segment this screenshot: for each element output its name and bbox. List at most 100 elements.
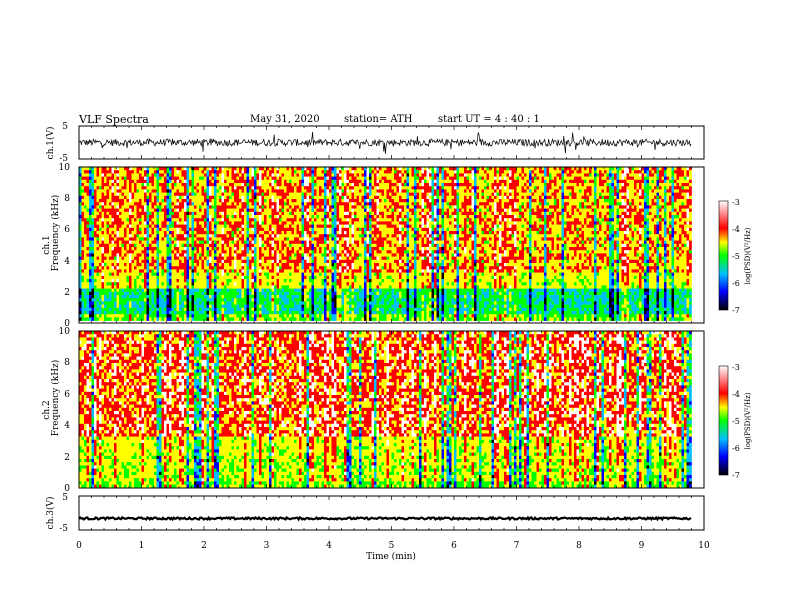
spectrogram-cell [264, 221, 267, 225]
spectrogram-cell [114, 209, 117, 213]
spectrogram-cell [617, 173, 620, 177]
spectrogram-cell [422, 209, 425, 213]
spectrogram-cell [664, 205, 667, 209]
spectrogram-cell [609, 193, 612, 197]
spectrogram-cell [312, 221, 315, 225]
spectrogram-cell [92, 228, 95, 232]
spectrogram-cell [282, 196, 285, 200]
spectrogram-cell [212, 202, 215, 206]
spectrogram-cell [647, 173, 650, 177]
spectrogram-cell [627, 225, 630, 229]
spectrogram-cell [282, 215, 285, 219]
spectrogram-cell [437, 193, 440, 197]
spectrogram-cell [632, 209, 635, 213]
spectrogram-cell [407, 196, 410, 200]
spectrogram-cell [522, 177, 525, 181]
spectrogram-cell [247, 167, 250, 171]
spectrogram-cell [504, 186, 507, 190]
spectrogram-cell [537, 183, 540, 187]
spectrogram-cell [259, 177, 262, 181]
spectrogram-cell [384, 221, 387, 225]
spectrogram-cell [564, 177, 567, 181]
spectrogram-cell [124, 221, 127, 225]
spectrogram-cell [207, 231, 210, 235]
spectrogram-cell [87, 202, 90, 206]
spectrogram-cell [609, 205, 612, 209]
spectrogram-cell [94, 221, 97, 225]
spectrogram-cell [272, 228, 275, 232]
spectrogram-cell [227, 183, 230, 187]
spectrogram-cell [682, 180, 685, 184]
spectrogram-cell [272, 212, 275, 216]
spectrogram-cell [374, 205, 377, 209]
spectrogram-cell [444, 218, 447, 222]
spectrogram-cell [499, 180, 502, 184]
spectrogram-cell [87, 228, 90, 232]
spectrogram-cell [392, 218, 395, 222]
spectrogram-cell [362, 167, 365, 171]
spectrogram-cell [237, 193, 240, 197]
spectrogram-cell [534, 218, 537, 222]
spectrogram-cell [267, 199, 270, 203]
spectrogram-cell [622, 199, 625, 203]
spectrogram-cell [604, 202, 607, 206]
spectrogram-cell [634, 215, 637, 219]
spectrogram-cell [419, 228, 422, 232]
spectrogram-cell [449, 218, 452, 222]
spectrogram-cell [442, 205, 445, 209]
spectrogram-cell [584, 193, 587, 197]
spectrogram-cell [527, 177, 530, 181]
spectrogram-cell [417, 170, 420, 174]
spectrogram-cell [437, 167, 440, 171]
spectrogram-cell [579, 209, 582, 213]
spectrogram-cell [469, 202, 472, 206]
spectrogram-cell [662, 225, 665, 229]
spectrogram-cell [164, 231, 167, 235]
spectrogram-cell [574, 183, 577, 187]
spectrogram-cell [397, 167, 400, 171]
spectrogram-cell [384, 218, 387, 222]
spectrogram-cell [457, 173, 460, 177]
spectrogram-cell [132, 170, 135, 174]
spectrogram-cell [187, 209, 190, 213]
spectrogram-cell [122, 209, 125, 213]
spectrogram-cell [129, 205, 132, 209]
spectrogram-cell [134, 228, 137, 232]
spectrogram-cell [349, 205, 352, 209]
spectrogram-cell [682, 228, 685, 232]
spectrogram-cell [504, 177, 507, 181]
spectrogram-cell [369, 170, 372, 174]
spectrogram-cell [274, 209, 277, 213]
spectrogram-cell [237, 170, 240, 174]
spectrogram-cell [572, 205, 575, 209]
spectrogram-cell [329, 209, 332, 213]
spectrogram-cell [112, 193, 115, 197]
spectrogram-cell [227, 189, 230, 193]
spectrogram-cell [639, 189, 642, 193]
spectrogram-cell [362, 189, 365, 193]
spectrogram-cell [179, 221, 182, 225]
spectrogram-cell [182, 231, 185, 235]
spectrogram-cell [189, 231, 192, 235]
spectrogram-cell [534, 193, 537, 197]
spectrogram-cell [272, 180, 275, 184]
spectrogram-cell [674, 193, 677, 197]
spectrogram-cell [624, 173, 627, 177]
spectrogram-cell [249, 215, 252, 219]
spectrogram-cell [92, 221, 95, 225]
spectrogram-cell [312, 183, 315, 187]
spectrogram-cell [384, 212, 387, 216]
spectrogram-cell [82, 215, 85, 219]
spectrogram-cell [527, 170, 530, 174]
spectrogram-cell [162, 225, 165, 229]
spectrogram-cell [107, 218, 110, 222]
spectrogram-cell [239, 212, 242, 216]
spectrogram-cell [642, 228, 645, 232]
spectrogram-cell [297, 212, 300, 216]
spectrogram-cell [82, 180, 85, 184]
spectrogram-cell [374, 170, 377, 174]
spectrogram-cell [409, 205, 412, 209]
spectrogram-cell [662, 209, 665, 213]
spectrogram-cell [274, 225, 277, 229]
spectrogram-cell [217, 202, 220, 206]
